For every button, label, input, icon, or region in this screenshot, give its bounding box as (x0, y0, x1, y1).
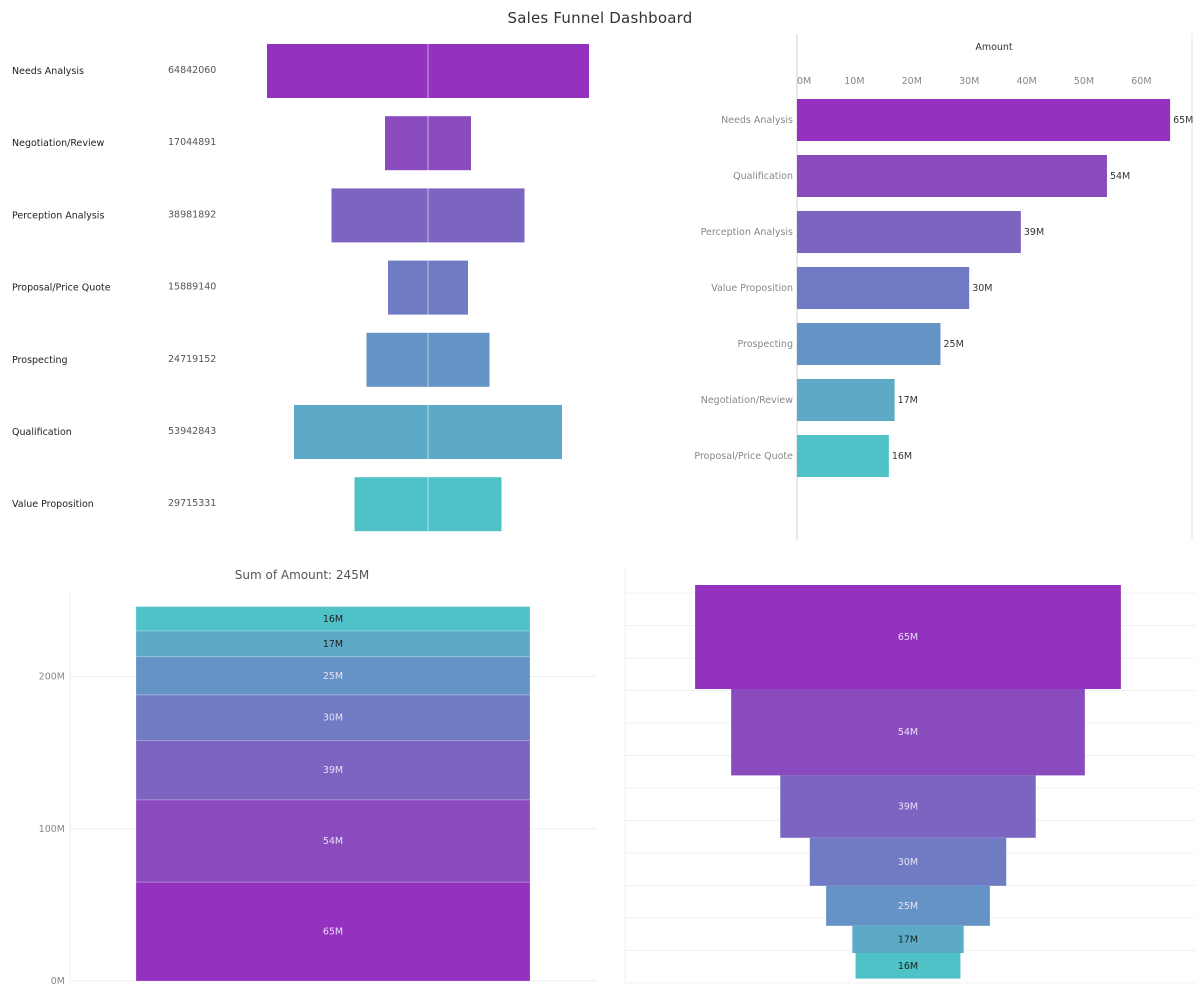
bar-proposal-price-quote (797, 435, 889, 477)
funnel-step-65M (695, 585, 1121, 689)
y-tick-100M: 100M (39, 824, 65, 835)
category-label-needs-analysis: Needs Analysis (721, 115, 793, 126)
stack-segment-65M (135, 881, 531, 982)
funnel-step-16M (855, 953, 961, 979)
funnel-step-25M (826, 885, 990, 926)
x-tick-40M: 40M (1016, 76, 1036, 87)
funnel-step-17M (852, 925, 964, 953)
bar-perception-analysis (797, 211, 1021, 253)
category-label-value-proposition: Value Proposition (711, 283, 793, 294)
segment-label-16M: 16M (323, 614, 343, 625)
x-tick-0M: 0M (797, 76, 811, 87)
value-label-value-proposition: 29715331 (168, 498, 216, 509)
funnel-step-54M (731, 689, 1085, 776)
stacked-bar-chart: Sum of Amount: 245M 0M 100M 200M 65M 54M 39M 30… (39, 568, 596, 987)
stack-segment-25M (135, 656, 531, 696)
funnel-table-chart: Needs Analysis 64842060 Negotiation/Review… (12, 44, 589, 532)
funnel-step-30M (809, 837, 1007, 886)
category-label-proposal-price-quote: Proposal/Price Quote (12, 283, 111, 294)
category-label-prospecting: Prospecting (737, 339, 793, 350)
bar-qualification (797, 155, 1107, 197)
horizontal-bar-panel: Amount 0M 10M 20M 30M 40M 50M 60M Needs Analysis… (640, 34, 1200, 544)
category-label-qualification: Qualification (12, 427, 72, 438)
stack-segment-16M (135, 606, 531, 632)
funnel-chart-panel: 65M 54M 39M 30M 25M 17M 16M (620, 568, 1200, 988)
value-label-proposal-price-quote: 15889140 (168, 282, 216, 293)
category-label-proposal-price-quote: Proposal/Price Quote (694, 451, 793, 462)
x-tick-50M: 50M (1074, 76, 1094, 87)
stack-segment-54M (135, 799, 531, 883)
segment-label-30M: 30M (323, 713, 343, 724)
category-label-value-proposition: Value Proposition (12, 499, 94, 510)
category-label-negotiation-review: Negotiation/Review (12, 138, 105, 149)
funnel-step-39M (780, 775, 1036, 838)
step-label-30M: 30M (898, 857, 918, 868)
category-label-perception-analysis: Perception Analysis (12, 210, 104, 221)
data-label-proposal-price-quote: 16M (892, 451, 912, 462)
segment-label-54M: 54M (323, 836, 343, 847)
bar-value-proposition (797, 267, 970, 309)
category-label-perception-analysis: Perception Analysis (701, 227, 793, 238)
segment-label-39M: 39M (323, 765, 343, 776)
stack-segment-39M (135, 740, 531, 801)
data-label-value-proposition: 30M (972, 283, 992, 294)
segment-label-65M: 65M (323, 927, 343, 938)
step-label-65M: 65M (898, 632, 918, 643)
stacked-bar-panel: Sum of Amount: 245M 0M 100M 200M 65M 54M 39M 30… (0, 562, 610, 988)
bar-prospecting (797, 323, 941, 365)
value-label-qualification: 53942843 (168, 426, 216, 437)
x-tick-20M: 20M (902, 76, 922, 87)
y-tick-0M: 0M (51, 976, 65, 987)
category-label-needs-analysis: Needs Analysis (12, 66, 84, 77)
value-label-negotiation-review: 17044891 (168, 137, 216, 148)
step-label-17M: 17M (898, 934, 918, 945)
data-label-perception-analysis: 39M (1024, 227, 1044, 238)
step-label-39M: 39M (898, 802, 918, 813)
segment-label-17M: 17M (323, 639, 343, 650)
x-tick-30M: 30M (959, 76, 979, 87)
x-tick-60M: 60M (1131, 76, 1151, 87)
dashboard-title: Sales Funnel Dashboard (507, 9, 693, 27)
x-axis-title: Amount (975, 42, 1013, 53)
category-label-negotiation-review: Negotiation/Review (701, 395, 794, 406)
value-label-needs-analysis: 64842060 (168, 65, 216, 76)
x-tick-10M: 10M (844, 76, 864, 87)
data-label-negotiation-review: 17M (898, 395, 918, 406)
stacked-chart-title: Sum of Amount: 245M (235, 568, 369, 582)
value-label-perception-analysis: 38981892 (168, 209, 216, 220)
step-label-25M: 25M (898, 901, 918, 912)
horizontal-bar-chart: Amount 0M 10M 20M 30M 40M 50M 60M Needs Analysis… (694, 34, 1193, 540)
segment-label-25M: 25M (323, 671, 343, 682)
y-tick-200M: 200M (39, 672, 65, 683)
funnel-table-panel: Needs Analysis 64842060 Negotiation/Review… (0, 34, 640, 540)
step-label-54M: 54M (898, 727, 918, 738)
category-label-prospecting: Prospecting (12, 355, 68, 366)
value-label-prospecting: 24719152 (168, 354, 216, 365)
funnel-chart: 65M 54M 39M 30M 25M 17M 16M (624, 568, 1195, 984)
data-label-needs-analysis: 65M (1173, 115, 1193, 126)
data-label-qualification: 54M (1110, 171, 1130, 182)
data-label-prospecting: 25M (944, 339, 964, 350)
bar-needs-analysis (797, 99, 1171, 141)
step-label-16M: 16M (898, 961, 918, 972)
bar-negotiation-review (797, 379, 895, 421)
category-label-qualification: Qualification (733, 171, 793, 182)
stack-segment-17M (135, 630, 531, 658)
